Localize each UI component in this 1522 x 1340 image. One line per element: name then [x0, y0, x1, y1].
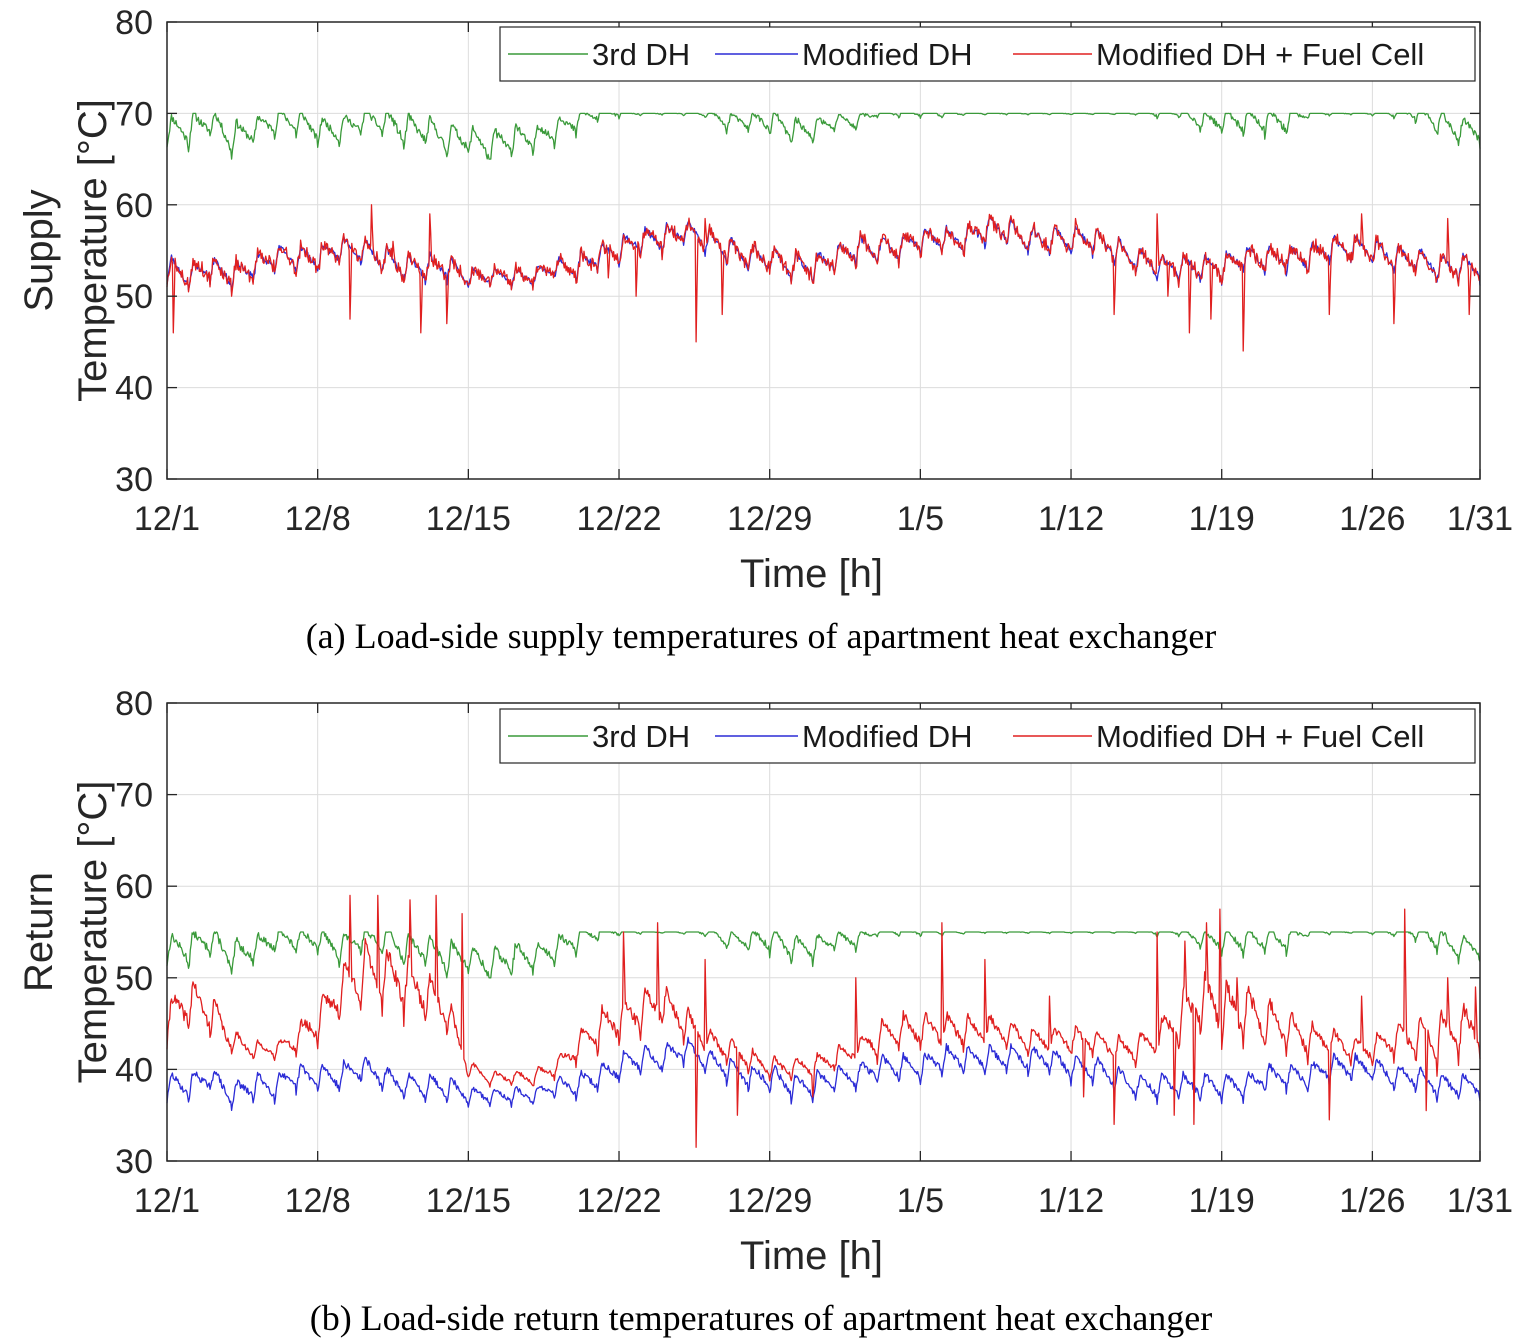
series-line-3rd-dh: [166, 112, 1481, 160]
y-tick-label: 70: [115, 95, 153, 133]
figure-caption: (a) Load-side supply temperatures of apa…: [306, 616, 1217, 656]
figure-caption: (b) Load-side return temperatures of apa…: [310, 1298, 1213, 1338]
y-axis-label-line2: Temperature [°C]: [71, 99, 115, 402]
legend-label-3rd-dh: 3rd DH: [592, 37, 690, 72]
y-tick-label: 80: [115, 4, 153, 42]
series-lines: [166, 894, 1481, 1148]
x-tick-label: 12/1: [134, 1182, 200, 1220]
y-tick-label: 30: [115, 461, 153, 499]
y-tick-label: 30: [115, 1143, 153, 1181]
x-tick-label: 1/31: [1447, 500, 1513, 538]
legend: 3rd DH Modified DH Modified DH + Fuel Ce…: [499, 26, 1476, 82]
y-tick-label: 40: [115, 1051, 153, 1089]
return-temperature-panel: 30 40 50 60 70 80 12/1 12/8 12/15 12/22 12/29 1/5 1/…: [17, 685, 1513, 1338]
y-tick-label: 40: [115, 370, 153, 408]
x-tick-label: 1/5: [897, 500, 944, 538]
y-tick-label: 60: [115, 187, 153, 225]
legend-box: [499, 708, 1476, 764]
y-tick-label: 50: [115, 278, 153, 316]
y-axis-label-line1: Return: [17, 872, 61, 992]
legend-label-modified-dh: Modified DH: [802, 719, 973, 754]
x-axis-label: Time [h]: [740, 552, 883, 596]
legend-label-modified-dh-fuel-cell: Modified DH + Fuel Cell: [1096, 37, 1424, 72]
x-tick-label: 1/12: [1038, 1182, 1104, 1220]
axis-ticks: 30 40 50 60 70 80 12/1 12/8 12/15 12/22 12/29 1/5 1/…: [115, 4, 1513, 538]
x-tick-label: 12/29: [727, 1182, 812, 1220]
y-tick-label: 70: [115, 777, 153, 815]
x-tick-label: 12/15: [426, 1182, 511, 1220]
x-tick-label: 1/26: [1339, 1182, 1405, 1220]
grid-lines: [166, 21, 1481, 480]
x-tick-label: 12/1: [134, 500, 200, 538]
plot-area-frame: [166, 21, 1481, 480]
x-tick-label: 12/8: [285, 1182, 351, 1220]
x-tick-label: 1/19: [1189, 1182, 1255, 1220]
legend: 3rd DH Modified DH Modified DH + Fuel Ce…: [499, 708, 1476, 764]
series-line-3rd-dh: [166, 931, 1481, 979]
x-tick-label: 12/15: [426, 500, 511, 538]
x-tick-label: 1/5: [897, 1182, 944, 1220]
legend-label-modified-dh: Modified DH: [802, 37, 973, 72]
y-tick-label: 50: [115, 960, 153, 998]
x-tick-label: 1/31: [1447, 1182, 1513, 1220]
series-lines: [166, 112, 1481, 352]
series-line-modified-dh: [166, 217, 1481, 293]
legend-label-modified-dh-fuel-cell: Modified DH + Fuel Cell: [1096, 719, 1424, 754]
legend-box: [499, 26, 1476, 82]
y-tick-label: 60: [115, 868, 153, 906]
x-tick-label: 12/8: [285, 500, 351, 538]
supply-temperature-panel: 30 40 50 60 70 80 12/1 12/8 12/15 12/22 12/29 1/5 1/…: [17, 4, 1513, 656]
series-line-modified-dh: [166, 1036, 1481, 1112]
y-axis-label-line2: Temperature [°C]: [71, 781, 115, 1084]
legend-label-3rd-dh: 3rd DH: [592, 719, 690, 754]
x-axis-label: Time [h]: [740, 1234, 883, 1278]
x-tick-label: 12/22: [576, 1182, 661, 1220]
plot-area-frame: [166, 702, 1481, 1162]
x-tick-label: 1/19: [1189, 500, 1255, 538]
series-line-modified-dh-fuel-cell: [166, 894, 1481, 1148]
x-tick-label: 12/29: [727, 500, 812, 538]
y-axis-label-line1: Supply: [17, 189, 61, 311]
series-line-modified-dh-fuel-cell: [166, 204, 1481, 352]
x-tick-label: 1/12: [1038, 500, 1104, 538]
y-tick-label: 80: [115, 685, 153, 723]
axis-ticks: 30 40 50 60 70 80 12/1 12/8 12/15 12/22 12/29 1/5 1/…: [115, 685, 1513, 1220]
x-tick-label: 1/26: [1339, 500, 1405, 538]
x-tick-label: 12/22: [576, 500, 661, 538]
